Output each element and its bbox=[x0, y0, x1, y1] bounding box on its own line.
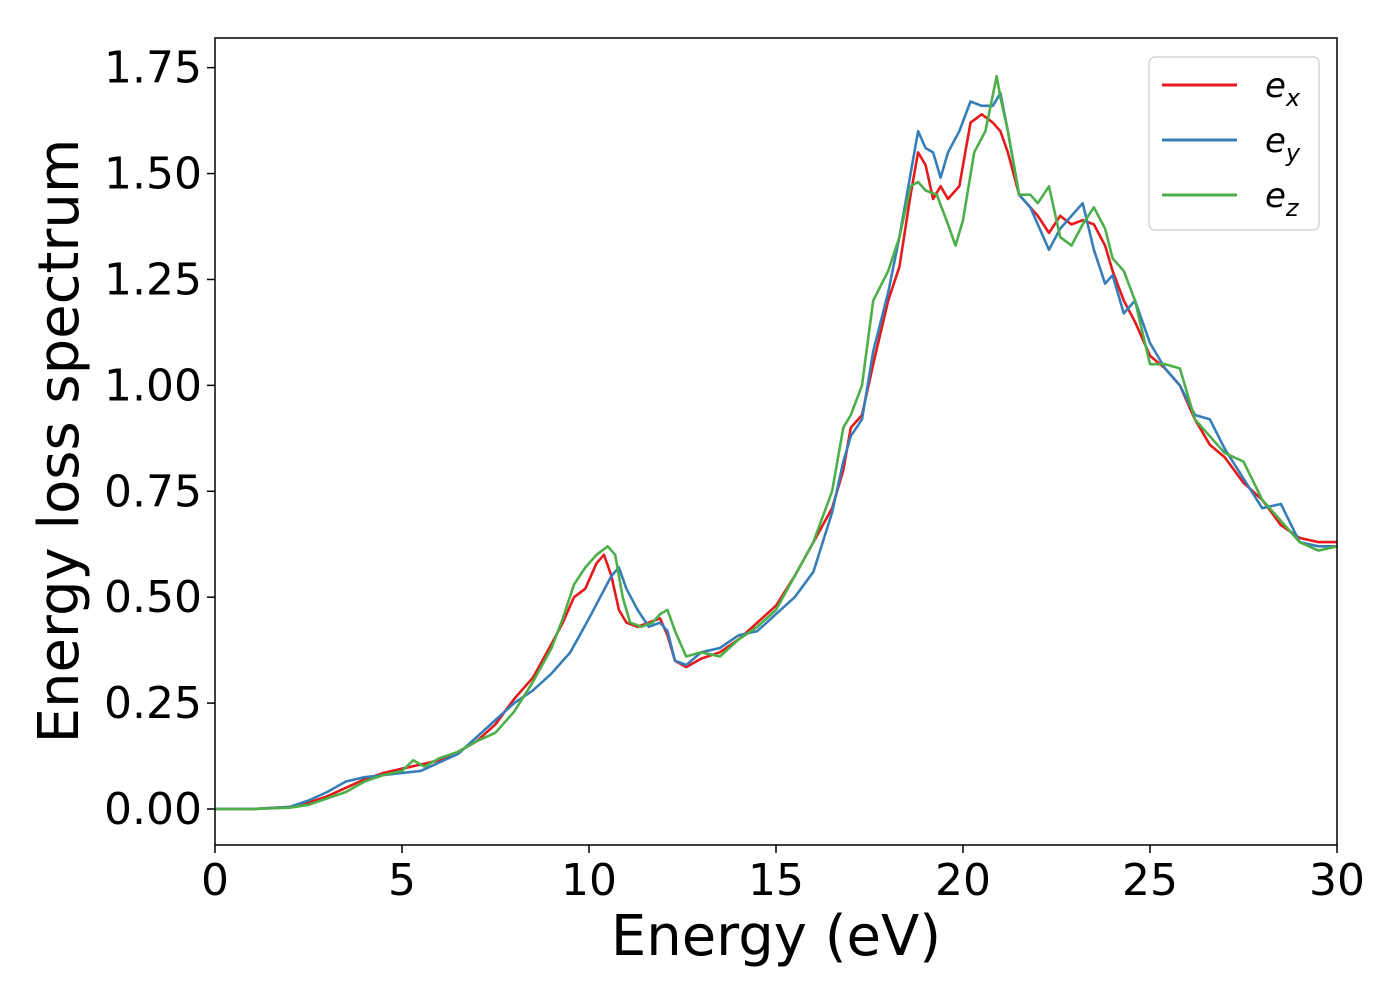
series-line-y bbox=[215, 91, 1337, 811]
x-tick-label: 15 bbox=[748, 855, 804, 906]
legend-label-z: ez bbox=[1265, 176, 1300, 222]
y-tick-label: 1.75 bbox=[104, 43, 202, 94]
y-tick-label: 0.75 bbox=[104, 466, 202, 517]
x-tick-label: 30 bbox=[1309, 855, 1365, 906]
legend-label-x: ex bbox=[1265, 66, 1301, 112]
y-tick-label: 0.50 bbox=[104, 572, 202, 623]
series-line-z bbox=[215, 74, 1338, 811]
x-tick-label: 5 bbox=[388, 855, 416, 906]
x-tick-label: 20 bbox=[935, 855, 991, 906]
legend: ex ey ez bbox=[1148, 56, 1320, 231]
y-tick-label: 1.25 bbox=[104, 254, 202, 305]
legend-box bbox=[1148, 56, 1320, 231]
y-tick-label: 0.25 bbox=[104, 678, 202, 729]
y-tick-label: 1.00 bbox=[104, 360, 202, 411]
x-axis-title: Energy (eV) bbox=[611, 904, 941, 969]
y-axis-ticks: 0.00 0.25 0.50 0.75 1.00 1.25 1.50 1.75 bbox=[104, 43, 215, 835]
legend-label-y: ey bbox=[1265, 121, 1301, 167]
x-tick-label: 25 bbox=[1122, 855, 1178, 906]
x-axis-ticks: 0 5 10 15 20 25 30 bbox=[201, 845, 1365, 906]
x-tick-label: 10 bbox=[561, 855, 617, 906]
y-axis-title: Energy loss spectrum bbox=[27, 139, 92, 744]
plot-series bbox=[215, 74, 1338, 811]
x-tick-label: 0 bbox=[201, 855, 229, 906]
y-tick-label: 0.00 bbox=[104, 784, 202, 835]
y-tick-label: 1.50 bbox=[104, 149, 202, 200]
